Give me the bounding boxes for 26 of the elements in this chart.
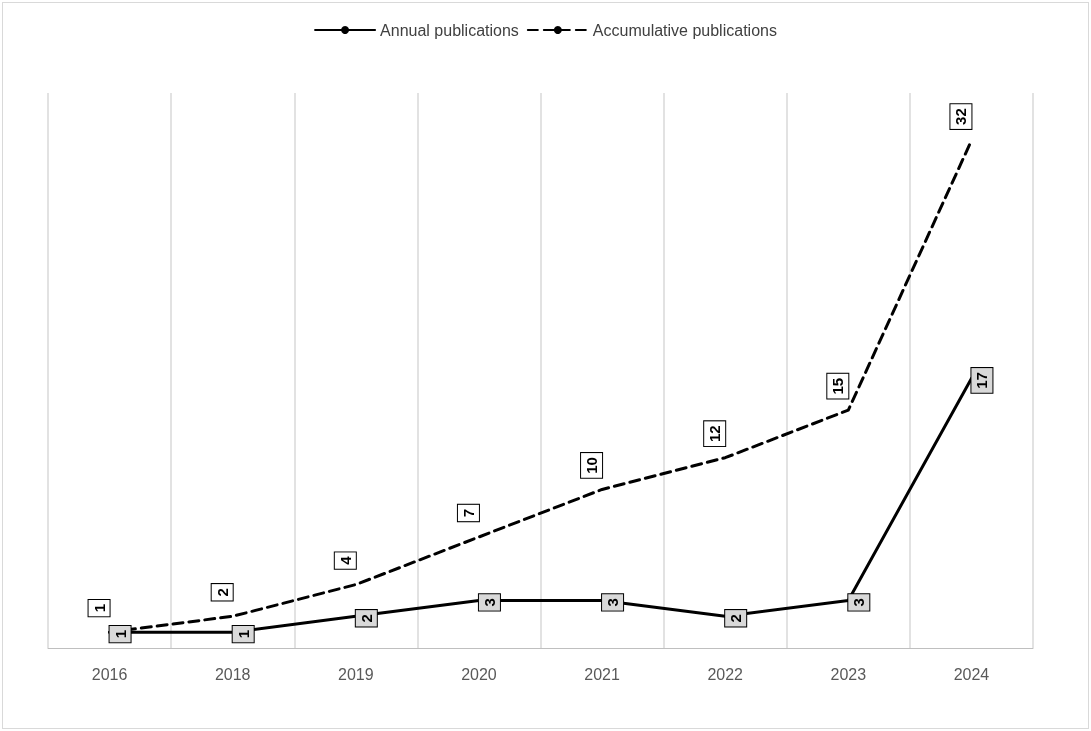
data-label: 12: [706, 425, 724, 443]
x-tick-label: 2016: [91, 665, 128, 683]
data-label: 15: [829, 377, 847, 395]
data-label: 2: [357, 614, 375, 623]
data-label: 17: [973, 372, 991, 389]
data-label: 3: [850, 598, 868, 607]
data-label: 3: [480, 598, 498, 607]
data-label: 2: [213, 588, 231, 597]
x-tick-label: 2022: [707, 665, 744, 683]
legend-label: Accumulative publications: [592, 21, 777, 39]
data-label: 3: [604, 598, 622, 607]
data-label: 4: [336, 555, 354, 565]
data-label: 7: [459, 508, 477, 518]
data-label: 1: [111, 629, 129, 639]
data-label: 2: [727, 614, 745, 623]
data-label: 32: [952, 108, 970, 125]
x-tick-label: 2019: [338, 665, 374, 683]
legend-label: Annual publications: [380, 21, 519, 39]
x-tick-label: 2018: [214, 665, 251, 683]
data-label: 1: [234, 629, 252, 639]
data-label: 10: [583, 457, 601, 474]
x-tick-label: 2020: [461, 665, 497, 683]
data-label: 1: [90, 603, 108, 613]
x-tick-label: 2024: [953, 665, 990, 683]
x-tick-label: 2023: [830, 665, 867, 683]
x-tick-label: 2021: [584, 665, 620, 683]
